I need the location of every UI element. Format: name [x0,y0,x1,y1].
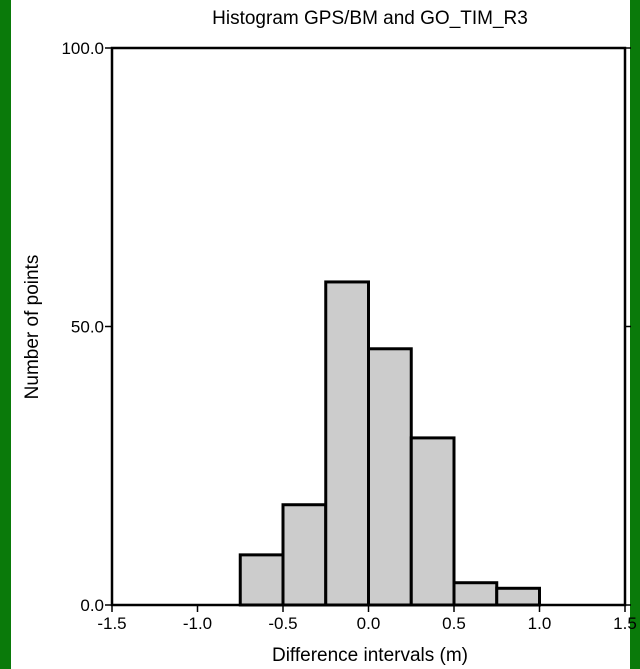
y-tick-label: 50.0 [71,318,104,337]
y-tick-label: 0.0 [80,596,104,615]
x-axis-label: Difference intervals (m) [272,645,468,666]
x-tick-label: 0.5 [442,614,466,633]
histogram-bar-7 [495,586,541,607]
x-tick-label: -0.5 [268,614,297,633]
x-tick-label: 0.0 [357,614,381,633]
y-axis-label: Number of points [22,255,43,400]
y-tick-label: 100.0 [61,39,104,58]
histogram-bar-3 [324,280,370,607]
histogram-bar-4 [367,347,413,607]
histogram-bar-2 [281,503,328,607]
histogram-bar-1 [238,553,285,607]
x-tick-label: -1.0 [183,614,212,633]
x-tick-label: -1.5 [97,614,126,633]
histogram-bar-5 [409,436,456,607]
x-tick-label: 1.5 [613,614,637,633]
x-tick-label: 1.0 [528,614,552,633]
chart-title: Histogram GPS/BM and GO_TIM_R3 [212,8,528,29]
histogram-bar-6 [452,581,499,607]
